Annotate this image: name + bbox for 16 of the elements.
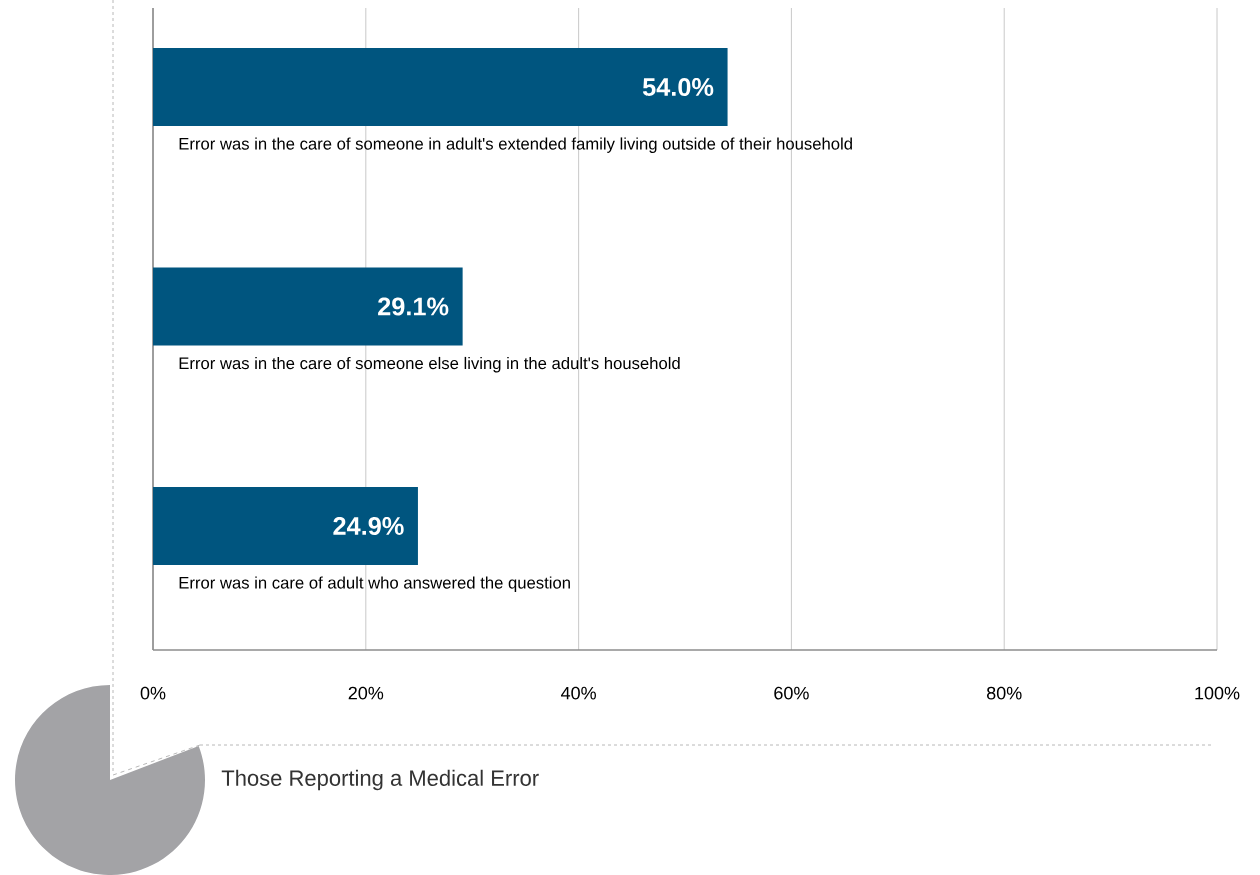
x-tick-label: 60%: [774, 686, 809, 700]
y-tick-label: Error was in care of adult who answered the question: [179, 576, 570, 592]
x-tick-label: 20%: [348, 686, 384, 700]
x-tick-label: 80%: [986, 686, 1022, 700]
x-tick-label: 40%: [561, 686, 596, 700]
y-tick-label: Error was in the care of someone in adult's extended family living outside of their household: [179, 137, 852, 153]
x-tick-label: 100%: [1195, 686, 1240, 700]
data-label: 29.1%: [378, 297, 449, 316]
y-tick-label: Error was in the care of someone else living in the adult's household: [179, 356, 680, 373]
data-label: 24.9%: [333, 517, 404, 535]
bar: [153, 267, 463, 346]
text: Those Reporting a Medical Error: [221, 769, 539, 791]
x-tick-label: 0%: [140, 686, 166, 700]
data-label: 54.0%: [642, 78, 714, 96]
bar: [153, 487, 418, 565]
bar: [153, 48, 728, 126]
